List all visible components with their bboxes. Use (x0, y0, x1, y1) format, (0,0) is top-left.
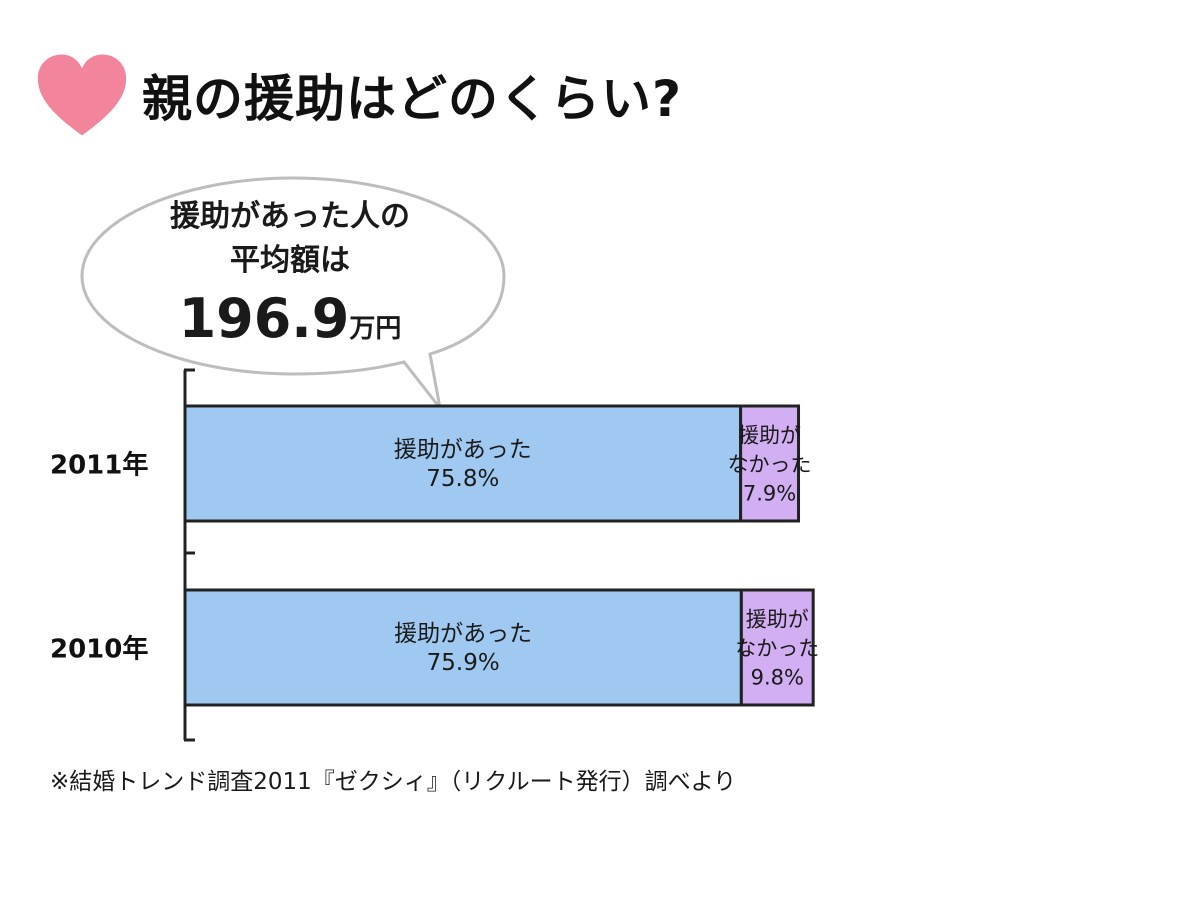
callout-unit: 万円 (349, 314, 402, 344)
title-area: 親の援助はどのくらい? (36, 50, 682, 140)
callout-text: 援助があった人の 平均額は 196.9万円 (95, 195, 485, 362)
speech-bubble (80, 176, 506, 409)
bar-segment (183, 588, 743, 707)
callout-line-2: 平均額は (230, 243, 350, 278)
segment-label: 援助が (738, 424, 801, 448)
data-label: 9.8% (751, 666, 804, 690)
category-label: 2010年 (50, 634, 148, 665)
callout-amount-row: 196.9万円 (95, 289, 485, 362)
segment-label: 援助があった (394, 621, 532, 647)
callout-line-1: 援助があった人の (170, 199, 410, 234)
bar-segment (739, 588, 815, 707)
source-footnote: ※結婚トレンド調査2011『ゼクシィ』（リクルート発行）調べより (50, 769, 737, 795)
segment-label: なかった (735, 637, 819, 661)
category-label: 2011年 (50, 450, 148, 481)
segment-label: なかった (728, 453, 812, 477)
bar-segment (739, 404, 801, 523)
data-label: 75.8% (426, 466, 499, 492)
callout-amount: 196.9 (178, 287, 350, 350)
segment-label: 援助が (746, 608, 809, 632)
bar-segment (183, 404, 743, 523)
segment-label: 援助があった (394, 437, 532, 463)
heart-icon (37, 54, 127, 136)
page-title: 親の援助はどのくらい? (142, 70, 683, 128)
data-label: 75.9% (427, 650, 500, 676)
data-label: 7.9% (743, 482, 796, 506)
